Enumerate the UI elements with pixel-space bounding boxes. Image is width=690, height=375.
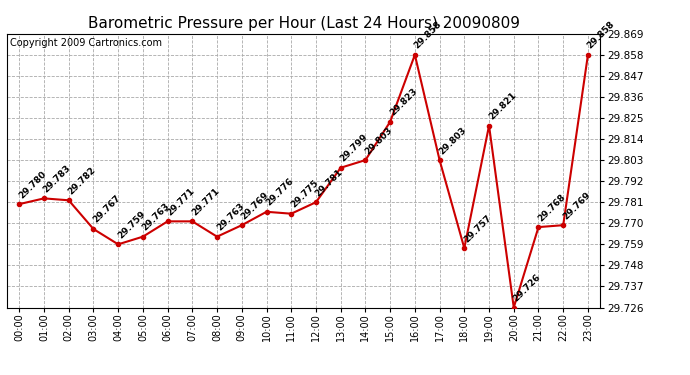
Text: 29.781: 29.781 [314,167,345,198]
Text: 29.782: 29.782 [66,165,97,196]
Text: 29.858: 29.858 [586,20,617,51]
Text: 29.763: 29.763 [141,201,172,232]
Text: 29.769: 29.769 [561,190,592,221]
Text: 29.821: 29.821 [487,90,518,122]
Text: 29.726: 29.726 [511,272,542,303]
Text: 29.775: 29.775 [289,178,320,210]
Text: 29.763: 29.763 [215,201,246,232]
Text: 29.757: 29.757 [462,213,493,244]
Text: 29.780: 29.780 [17,169,48,200]
Text: 29.769: 29.769 [239,190,270,221]
Text: 29.771: 29.771 [166,186,197,217]
Text: 29.783: 29.783 [42,163,73,194]
Text: 29.803: 29.803 [437,125,469,156]
Text: Copyright 2009 Cartronics.com: Copyright 2009 Cartronics.com [10,38,162,48]
Text: 29.858: 29.858 [413,20,444,51]
Title: Barometric Pressure per Hour (Last 24 Hours) 20090809: Barometric Pressure per Hour (Last 24 Ho… [88,16,520,31]
Text: 29.768: 29.768 [536,192,567,223]
Text: 29.759: 29.759 [116,209,147,240]
Text: 29.799: 29.799 [339,132,370,164]
Text: 29.767: 29.767 [91,194,122,225]
Text: 29.823: 29.823 [388,87,419,118]
Text: 29.803: 29.803 [363,125,394,156]
Text: 29.771: 29.771 [190,186,221,217]
Text: 29.776: 29.776 [264,177,295,208]
